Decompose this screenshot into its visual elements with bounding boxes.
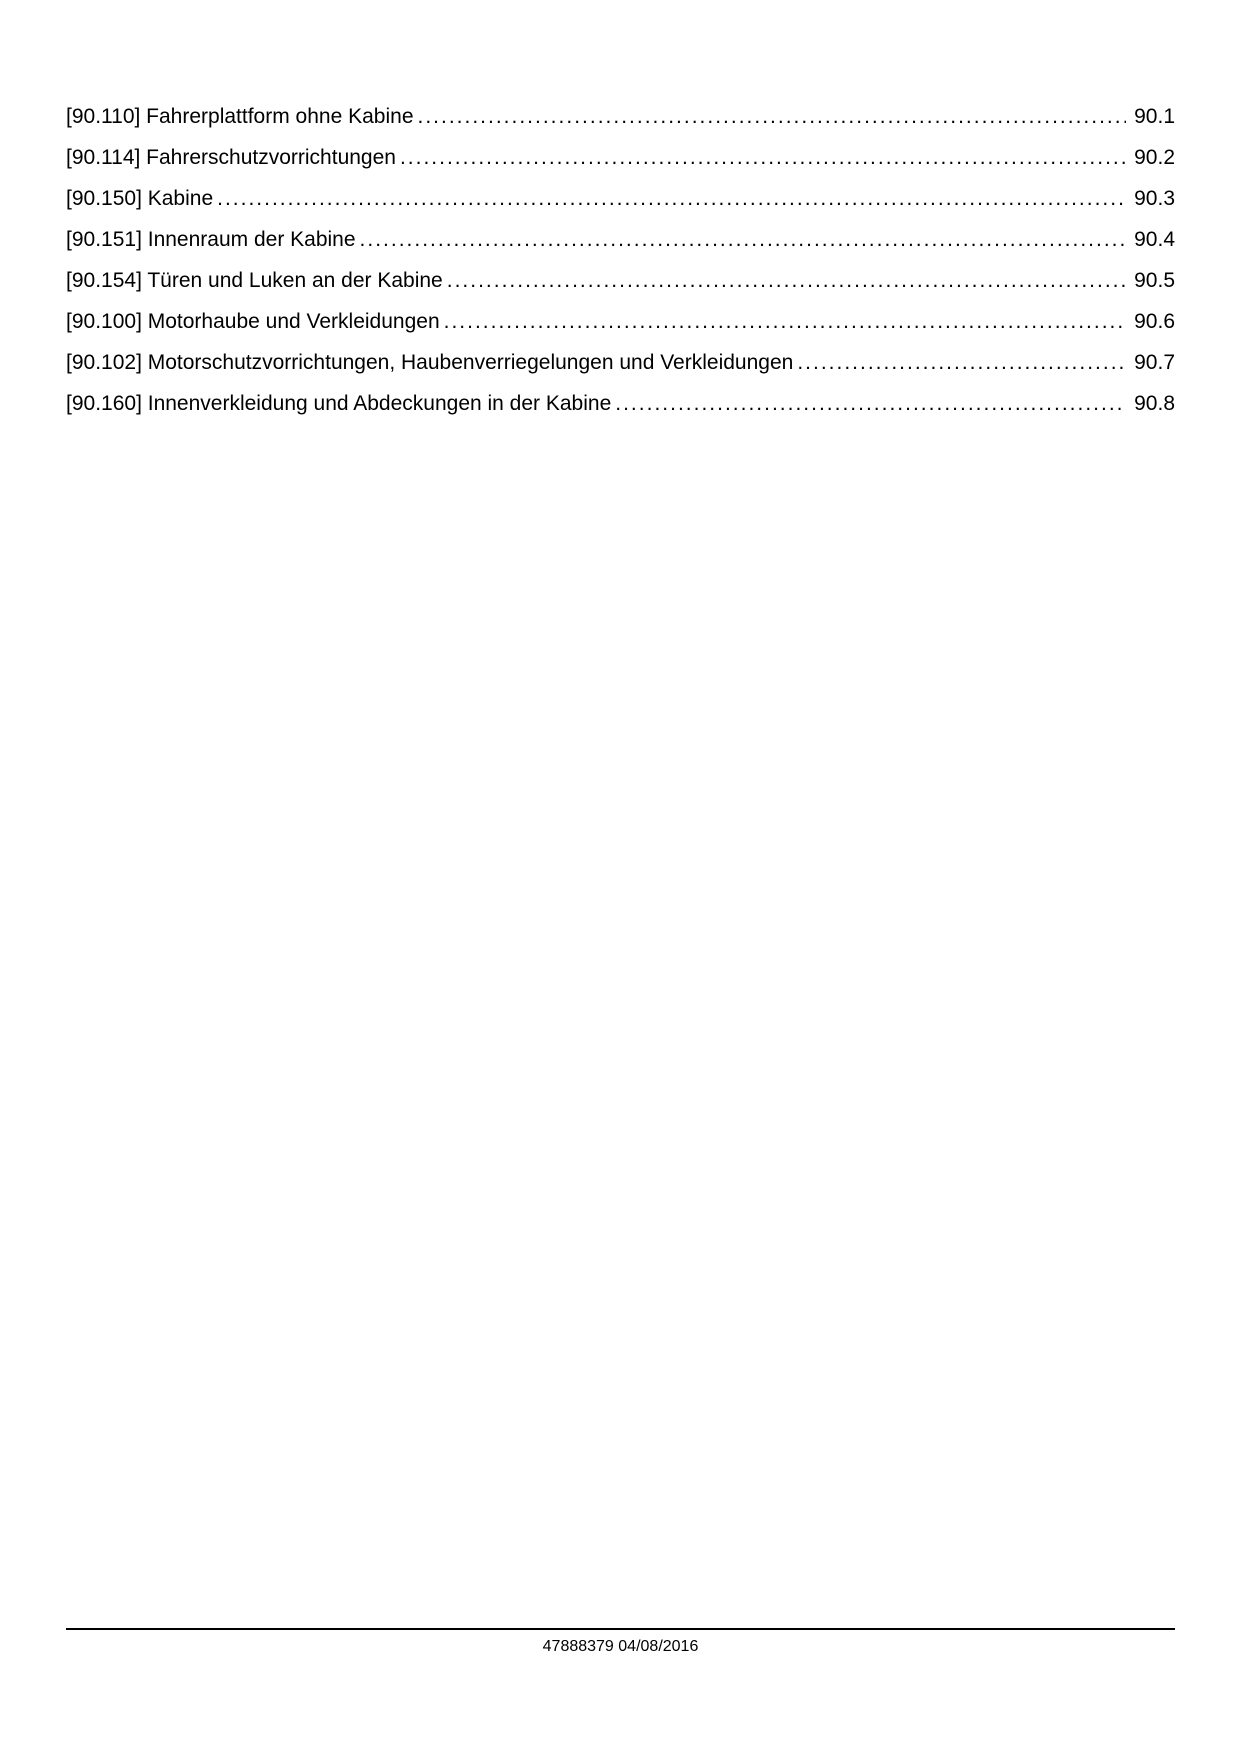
toc-entry-page: 90.7	[1130, 351, 1175, 375]
toc-entry: [90.151] Innenraum der Kabine 90.4	[66, 228, 1175, 252]
toc-entry-page: 90.4	[1130, 228, 1175, 252]
toc-leader-dots	[797, 351, 1126, 375]
toc-leader-dots	[447, 269, 1126, 293]
toc-entry-page: 90.3	[1130, 187, 1175, 211]
toc-entry-label: [90.102] Motorschutzvorrichtungen, Haube…	[66, 351, 793, 375]
toc-leader-dots	[418, 105, 1127, 129]
toc-leader-dots	[615, 392, 1126, 416]
toc-entry-label: [90.151] Innenraum der Kabine	[66, 228, 356, 252]
page-footer: 47888379 04/08/2016	[66, 1628, 1175, 1656]
toc-entry-page: 90.5	[1130, 269, 1175, 293]
toc-entry-label: [90.100] Motorhaube und Verkleidungen	[66, 310, 440, 334]
footer-text: 47888379 04/08/2016	[543, 1638, 699, 1655]
toc-leader-dots	[217, 187, 1126, 211]
toc-list: [90.110] Fahrerplattform ohne Kabine 90.1…	[66, 105, 1175, 416]
toc-entry: [90.100] Motorhaube und Verkleidungen 90.…	[66, 310, 1175, 334]
toc-entry-label: [90.160] Innenverkleidung und Abdeckunge…	[66, 392, 611, 416]
toc-entry: [90.150] Kabine 90.3	[66, 187, 1175, 211]
toc-entry: [90.154] Türen und Luken an der Kabine 90…	[66, 269, 1175, 293]
toc-entry-label: [90.150] Kabine	[66, 187, 213, 211]
toc-entry-label: [90.110] Fahrerplattform ohne Kabine	[66, 105, 414, 129]
toc-leader-dots	[400, 146, 1126, 170]
toc-entry: [90.160] Innenverkleidung und Abdeckunge…	[66, 392, 1175, 416]
toc-entry: [90.114] Fahrerschutzvorrichtungen 90.2	[66, 146, 1175, 170]
toc-entry-label: [90.114] Fahrerschutzvorrichtungen	[66, 146, 396, 170]
toc-entry-page: 90.2	[1130, 146, 1175, 170]
toc-leader-dots	[444, 310, 1127, 334]
toc-entry-label: [90.154] Türen und Luken an der Kabine	[66, 269, 443, 293]
toc-leader-dots	[360, 228, 1127, 252]
toc-entry: [90.102] Motorschutzvorrichtungen, Haube…	[66, 351, 1175, 375]
toc-entry-page: 90.6	[1130, 310, 1175, 334]
toc-entry-page: 90.1	[1130, 105, 1175, 129]
page-content: [90.110] Fahrerplattform ohne Kabine 90.1…	[0, 0, 1241, 416]
toc-entry-page: 90.8	[1130, 392, 1175, 416]
toc-entry: [90.110] Fahrerplattform ohne Kabine 90.1	[66, 105, 1175, 129]
